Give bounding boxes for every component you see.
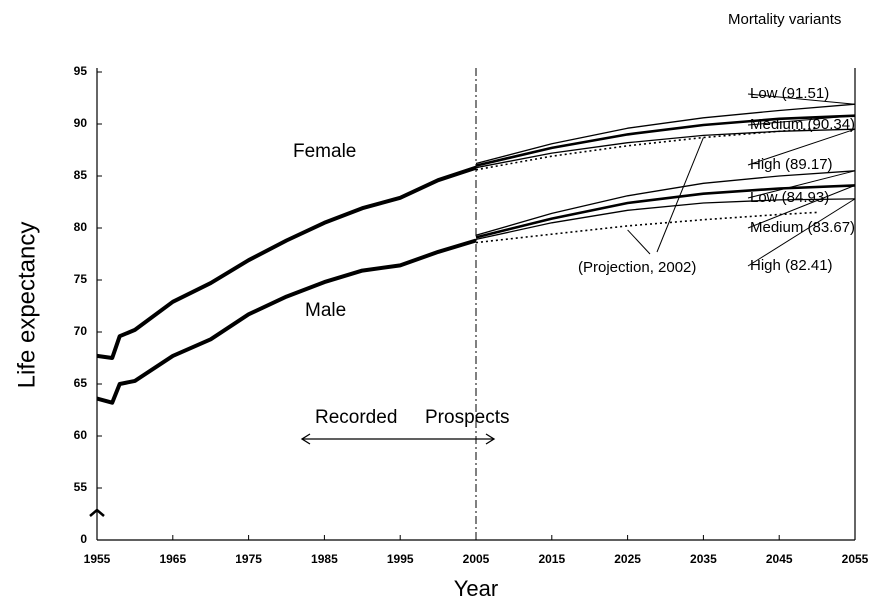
leader-line	[747, 184, 856, 229]
y-tick-label: 85	[74, 168, 88, 182]
leader-line	[627, 229, 651, 255]
axis-break	[89, 508, 105, 517]
arrow	[300, 433, 496, 445]
x-tick-label: 2005	[463, 552, 490, 566]
x-axis-label: Year	[454, 576, 498, 601]
line	[475, 114, 856, 167]
leader-line	[747, 198, 856, 267]
annotation: (Projection, 2002)	[578, 259, 696, 276]
line	[96, 238, 477, 405]
line	[475, 128, 856, 169]
y-tick-label: 80	[74, 220, 88, 234]
line	[475, 184, 856, 239]
x-tick-label: 1985	[311, 552, 338, 566]
y-tick-label: 75	[74, 272, 88, 286]
legend-label: Low (84.93)	[750, 189, 829, 206]
y-tick-label: 55	[74, 480, 88, 494]
legend-label: High (82.41)	[750, 257, 833, 274]
leader-line	[747, 128, 856, 166]
annotation: Recorded	[315, 407, 397, 428]
x-tick-label: 1975	[235, 552, 262, 566]
x-tick-label: 2025	[614, 552, 641, 566]
legend-label: Medium (83.67)	[750, 219, 855, 236]
line	[475, 170, 856, 236]
x-tick-label: 2035	[690, 552, 717, 566]
y-tick-label: 0	[80, 532, 87, 546]
x-tick-label: 1965	[159, 552, 186, 566]
x-tick-label: 2045	[766, 552, 793, 566]
dotted-line	[475, 211, 818, 244]
legend-label: High (89.17)	[750, 156, 833, 173]
dotted-line	[475, 127, 818, 171]
x-tick-label: 2055	[842, 552, 869, 566]
y-tick-label: 70	[74, 324, 88, 338]
line	[475, 198, 856, 241]
line	[96, 165, 477, 360]
y-tick-label: 90	[74, 116, 88, 130]
series-label: Male	[305, 300, 346, 321]
leader-line	[747, 93, 856, 105]
y-tick-label: 60	[74, 428, 88, 442]
x-tick-label: 1995	[387, 552, 414, 566]
leader-line	[656, 137, 704, 253]
leader-line	[747, 115, 856, 126]
annotation: Prospects	[425, 407, 509, 428]
y-axis-label: Life expectancy	[13, 222, 40, 389]
chart-title: Mortality variants	[728, 11, 841, 28]
line	[475, 103, 856, 165]
x-tick-label: 2015	[538, 552, 565, 566]
series-label: Female	[293, 141, 356, 162]
y-tick-label: 65	[74, 376, 88, 390]
leader-line	[747, 170, 856, 199]
y-tick-label: 95	[74, 64, 88, 78]
legend-label: Medium (90.34)	[750, 116, 855, 133]
legend-label: Low (91.51)	[750, 85, 829, 102]
x-tick-label: 1955	[84, 552, 111, 566]
